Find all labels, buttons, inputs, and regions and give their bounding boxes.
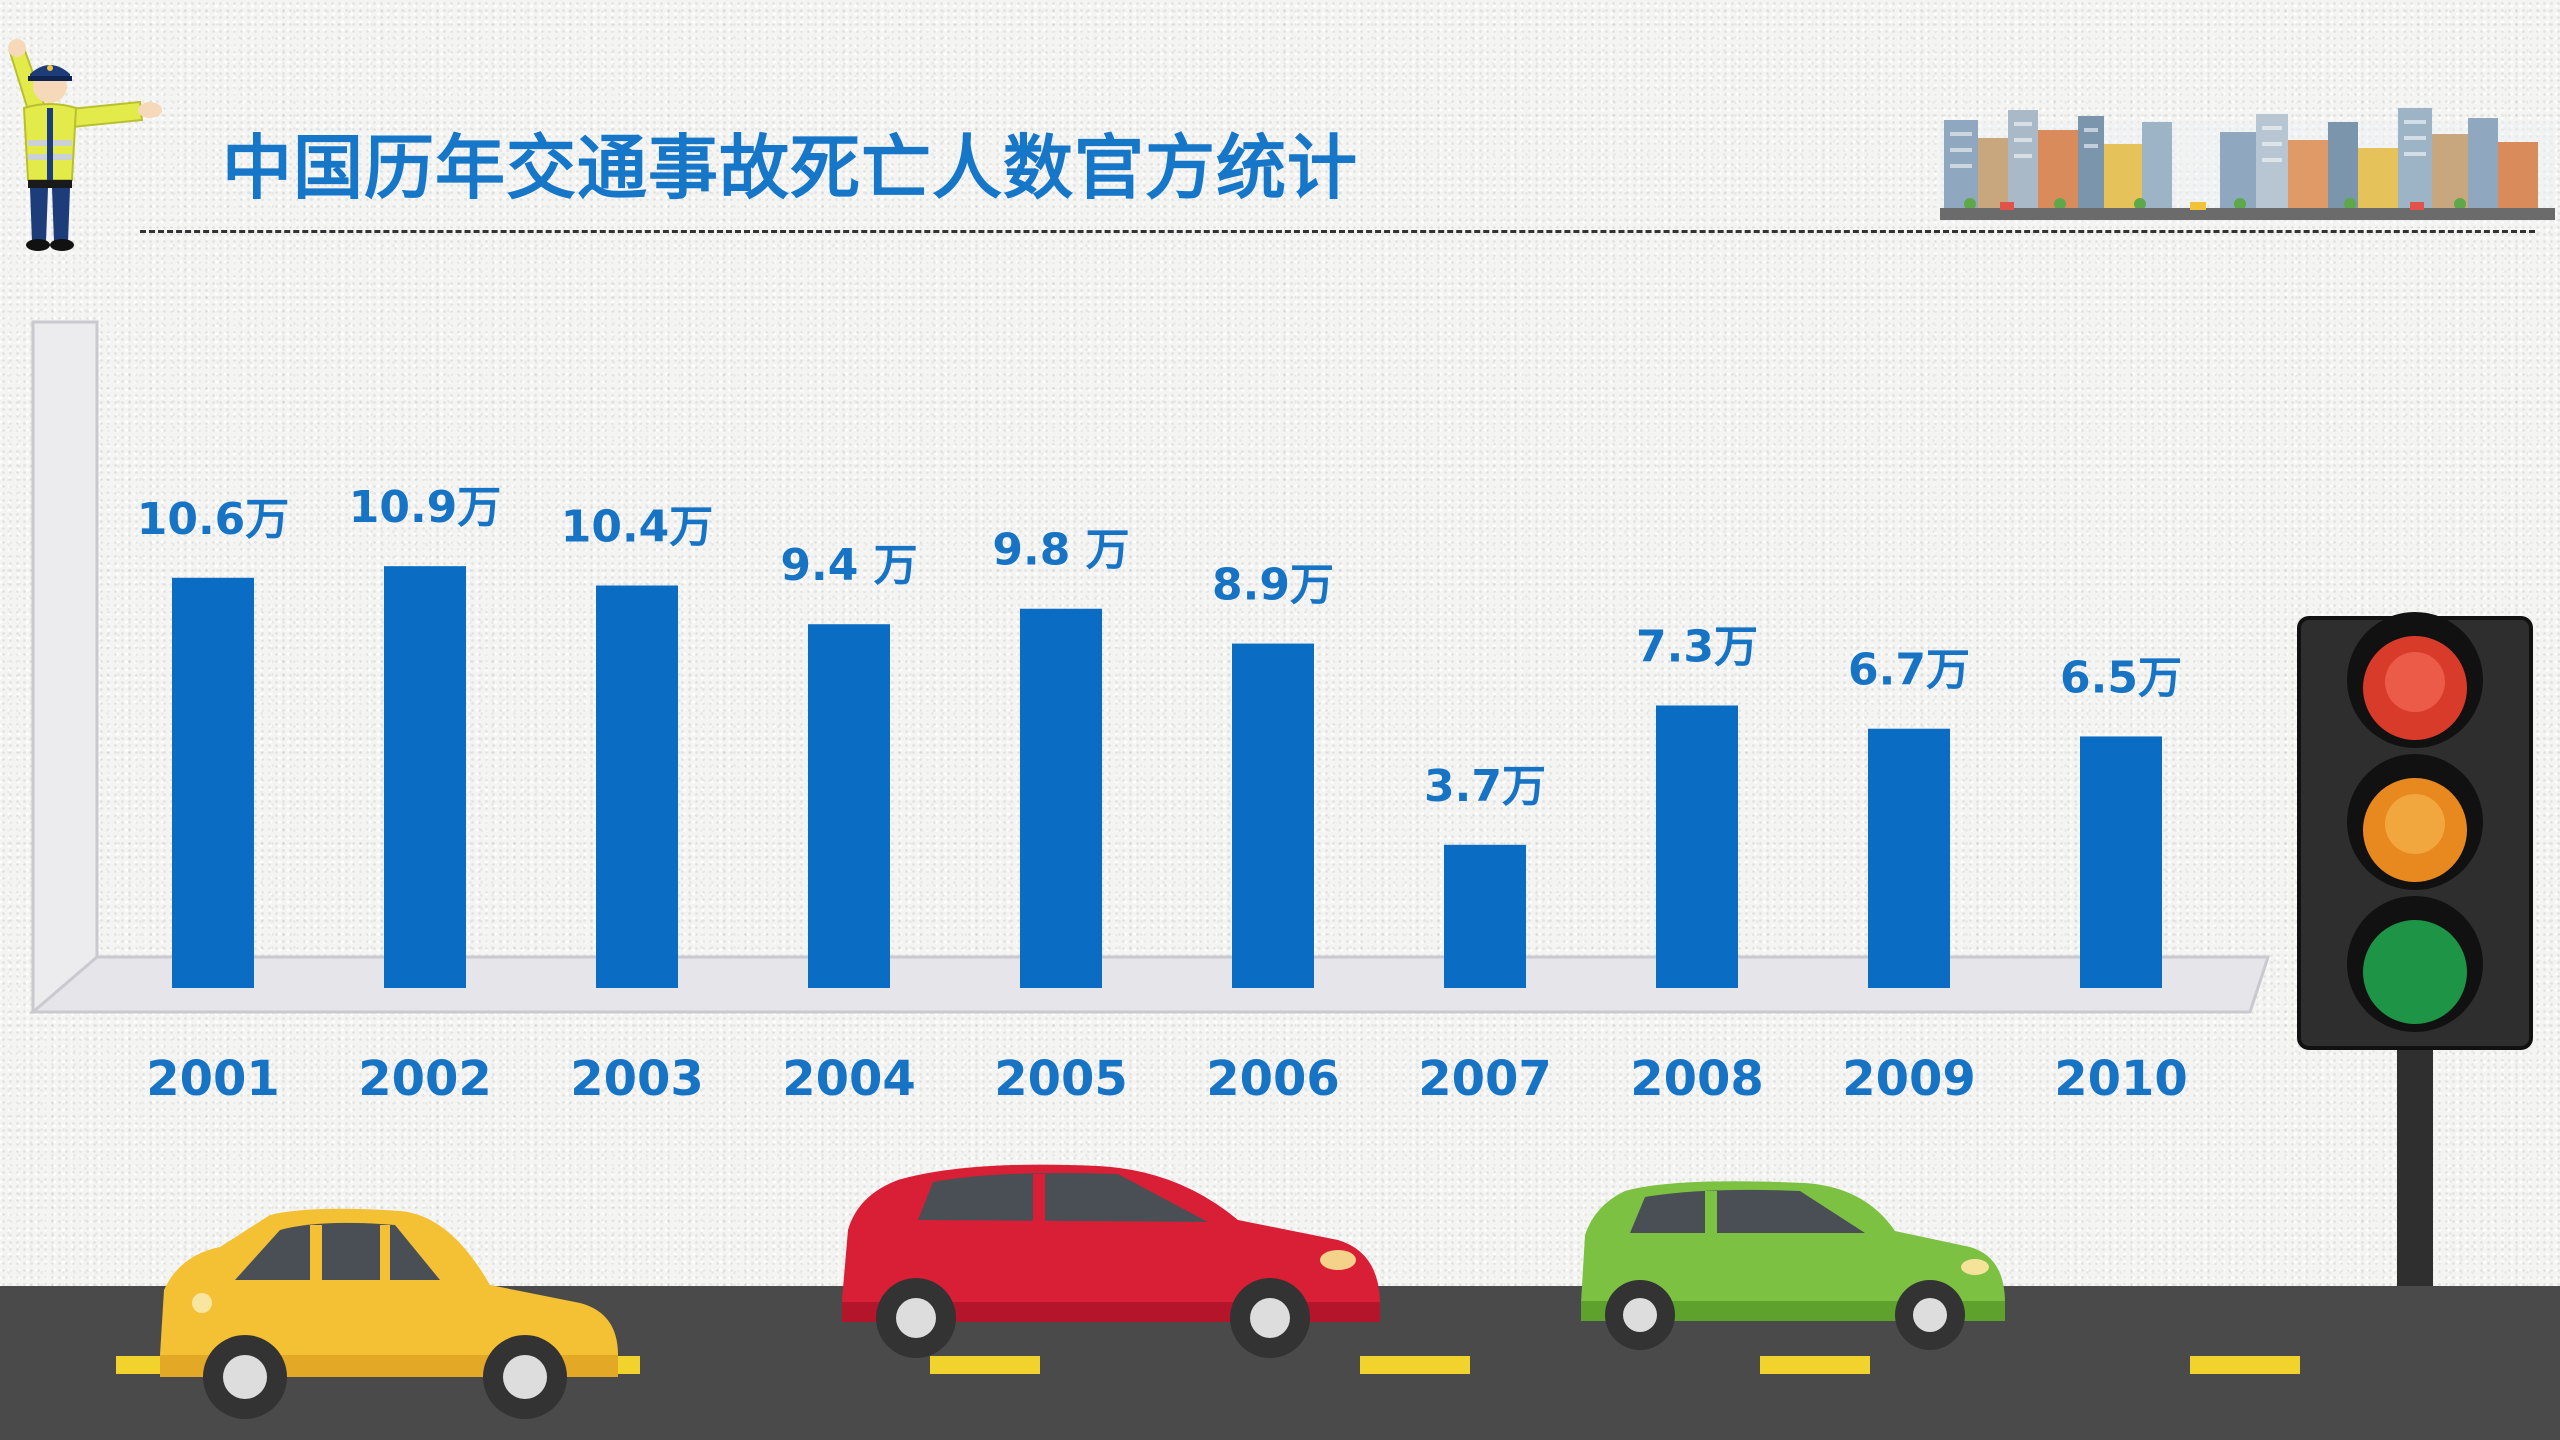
city-skyline-icon	[1940, 108, 2555, 222]
bar-2003	[596, 585, 678, 988]
chart-back-wall	[31, 320, 99, 1014]
bar-2009	[1868, 728, 1950, 988]
value-label-2007: 3.7万	[1424, 761, 1546, 812]
value-label-2002: 10.9万	[349, 482, 502, 533]
traffic-light-icon	[2297, 612, 2533, 1290]
bar-chart: 10.6万 10.9万 10.4万 9.4 万 9.8 万 8.9万 3.7万 7.3万 6.7…	[28, 320, 2271, 1100]
value-label-2010: 6.5万	[2060, 652, 2182, 703]
bar-2005	[1020, 608, 1102, 988]
green-car-icon	[1581, 1181, 2005, 1350]
bar-2004	[808, 624, 890, 988]
bar-2010	[2080, 736, 2162, 988]
red-car-icon	[842, 1164, 1380, 1358]
category-label-2008: 2008	[1630, 1051, 1764, 1100]
category-label-2009: 2009	[1842, 1051, 1976, 1100]
bar-2001	[172, 577, 254, 988]
value-label-2005: 9.8 万	[992, 525, 1129, 576]
value-label-2004: 9.4 万	[780, 540, 917, 591]
category-label-2005: 2005	[994, 1051, 1128, 1100]
page-title: 中国历年交通事故死亡人数官方统计	[222, 127, 1358, 209]
bar-2006	[1232, 643, 1314, 988]
category-label-2001: 2001	[146, 1051, 280, 1100]
value-label-2009: 6.7万	[1848, 645, 1970, 696]
bar-2007	[1444, 844, 1526, 988]
bar-2008	[1656, 705, 1738, 988]
category-label-2010: 2010	[2054, 1051, 2188, 1100]
title-divider	[140, 230, 2535, 233]
category-label-2006: 2006	[1206, 1051, 1340, 1100]
category-label-2003: 2003	[570, 1051, 704, 1100]
value-label-2001: 10.6万	[137, 494, 290, 545]
traffic-police-icon	[8, 39, 162, 251]
yellow-car-icon	[160, 1208, 618, 1419]
value-label-2006: 8.9万	[1212, 560, 1334, 611]
category-label-2002: 2002	[358, 1051, 492, 1100]
value-label-2003: 10.4万	[561, 502, 714, 553]
bar-2002	[384, 566, 466, 988]
value-label-2008: 7.3万	[1636, 621, 1758, 672]
category-label-2004: 2004	[782, 1051, 916, 1100]
category-label-2007: 2007	[1418, 1051, 1552, 1100]
